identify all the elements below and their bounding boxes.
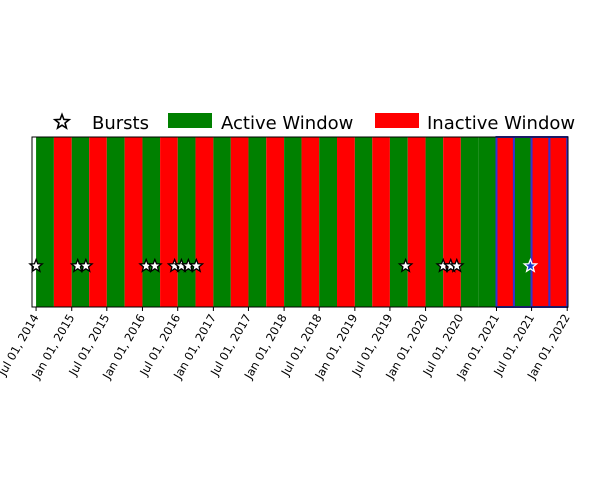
window-band-active [512,136,533,308]
window-band-inactive [124,137,143,307]
window-band-inactive [301,137,320,307]
window-band-active [36,137,54,307]
window-band-inactive [530,136,551,308]
burst-marker [448,257,465,273]
window-band-inactive [89,137,107,307]
window-band-inactive [548,136,569,308]
window-band-active [106,137,125,307]
burst-marker [28,257,44,273]
legend-label-active: Active Window [221,113,353,134]
window-band-active [284,137,302,307]
legend-label-inactive: Inactive Window [427,113,575,134]
window-bands [36,136,569,308]
legend-burst-star-icon [52,112,72,130]
legend-swatch-inactive [375,113,419,128]
window-band-inactive [443,137,461,307]
burst-markers [28,257,539,273]
window-band-inactive [337,137,355,307]
window-band-active [142,137,161,307]
window-band-inactive [195,137,214,307]
window-band-active [71,137,90,307]
window-band-active [177,137,196,307]
window-band-active [248,137,267,307]
burst-marker [188,257,205,273]
window-band-inactive [266,137,285,307]
burst-marker [397,257,414,273]
window-band-active [478,137,497,307]
window-band-active [354,137,373,307]
window-band-active [389,137,408,307]
window-band-inactive [495,136,515,308]
window-band-active [460,137,479,307]
legend-label-bursts: Bursts [92,113,149,134]
window-band-inactive [372,137,390,307]
legend-swatch-active [168,113,212,128]
burst-marker [522,257,539,273]
window-band-inactive [53,137,72,307]
window-band-inactive [407,137,426,307]
window-band-inactive [230,137,249,307]
plot-frame [31,136,569,308]
burst-marker [77,257,94,273]
burst-marker [146,257,163,273]
window-band-active [425,137,444,307]
legend: Bursts Active Window Inactive Window [52,112,575,134]
window-band-active [319,137,338,307]
window-band-active [213,137,231,307]
window-band-inactive [160,137,178,307]
